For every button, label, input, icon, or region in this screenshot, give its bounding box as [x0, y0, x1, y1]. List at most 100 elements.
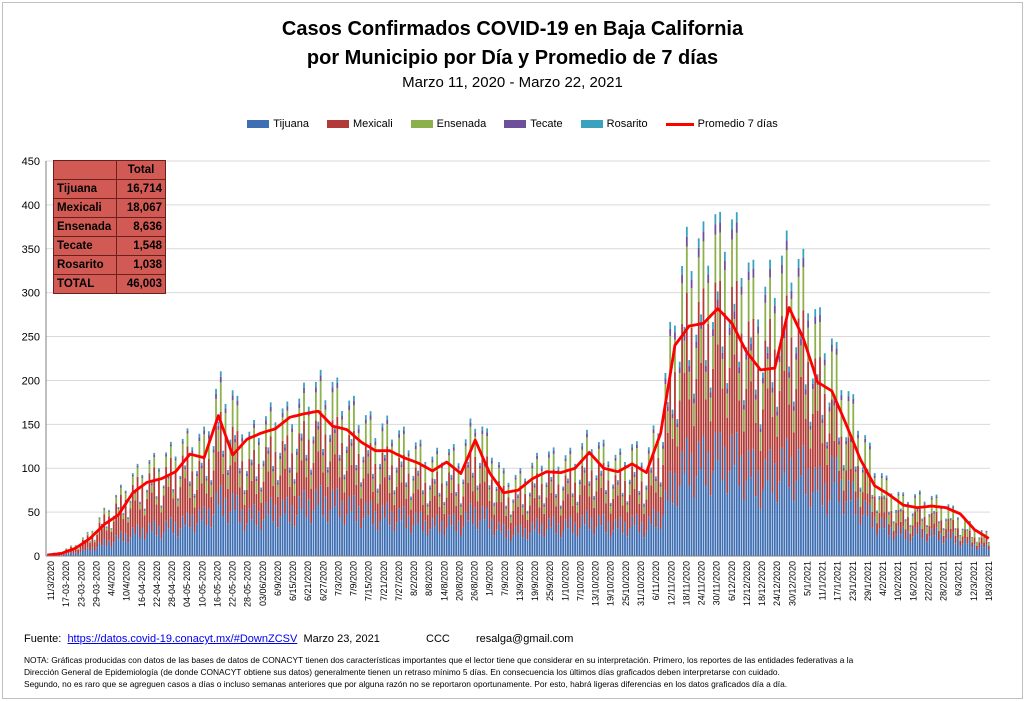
- bar-segment-tecate: [552, 450, 555, 454]
- bar-segment-mexicali: [899, 521, 902, 535]
- bar-segment-ensenada: [918, 494, 921, 509]
- x-tick-label: 29/1/2021: [863, 561, 873, 601]
- bar-segment-ensenada: [628, 484, 631, 495]
- bar-segment-rosarito: [188, 481, 191, 484]
- bar-segment-tecate: [576, 503, 579, 506]
- bar-segment-rosarito: [909, 524, 912, 526]
- bar-segment-rosarito: [464, 439, 467, 443]
- source-link[interactable]: https://datos.covid-19.conacyt.mx/#DownZ…: [67, 633, 298, 645]
- bar-segment-tecate: [571, 495, 574, 497]
- bar-segment-mexicali: [186, 446, 189, 513]
- bar-segment-ensenada: [502, 473, 505, 486]
- x-tick-label: 16-04-2020: [137, 561, 147, 607]
- legend-item-rosarito: Rosarito: [580, 118, 648, 130]
- bar-segment-tecate: [897, 493, 900, 496]
- bar-segment-rosarito: [662, 442, 664, 446]
- bar-segment-tecate: [538, 497, 541, 499]
- bar-segment-mexicali: [426, 514, 429, 536]
- bar-segment-tecate: [131, 474, 134, 477]
- bar-segment-tecate: [312, 440, 315, 444]
- bar-segment-rosarito: [593, 495, 595, 498]
- bar-segment-tijuana: [160, 538, 163, 556]
- bar-segment-tijuana: [695, 476, 698, 556]
- bar-segment-ensenada: [326, 472, 329, 487]
- bar-segment-rosarito: [112, 515, 115, 517]
- bar-segment-mexicali: [521, 514, 524, 538]
- bar-segment-tecate: [807, 320, 809, 328]
- bar-segment-mexicali: [315, 420, 317, 490]
- bar-segment-mexicali: [445, 497, 448, 528]
- bar-segment-tijuana: [212, 514, 215, 556]
- bar-segment-tecate: [526, 512, 529, 514]
- bar-segment-ensenada: [731, 239, 733, 287]
- bar-segment-mexicali: [367, 473, 370, 516]
- bar-segment-tecate: [873, 475, 876, 479]
- bar-segment-ensenada: [219, 382, 222, 412]
- bar-segment-tijuana: [712, 471, 714, 556]
- bar-segment-mexicali: [529, 505, 531, 534]
- bar-segment-rosarito: [743, 400, 745, 405]
- bar-segment-rosarito: [823, 353, 826, 360]
- bar-segment-ensenada: [160, 507, 163, 513]
- bar-segment-mexicali: [462, 496, 465, 527]
- bar-segment-ensenada: [531, 468, 534, 482]
- x-tick-label: 7/21/2020: [379, 561, 389, 601]
- bar-segment-ensenada: [429, 489, 431, 501]
- bar-segment-ensenada: [933, 513, 936, 524]
- x-tick-label: 25/10/2020: [621, 561, 631, 606]
- bar-segment-mexicali: [778, 390, 781, 482]
- bar-segment-mexicali: [200, 483, 203, 521]
- bar-segment-ensenada: [345, 453, 348, 471]
- bar-segment-ensenada: [540, 471, 543, 484]
- bar-segment-mexicali: [139, 509, 141, 538]
- bar-segment-tijuana: [91, 547, 94, 556]
- bar-segment-mexicali: [555, 506, 557, 534]
- bar-segment-ensenada: [203, 434, 206, 456]
- bar-segment-tecate: [914, 496, 916, 498]
- bar-segment-rosarito: [265, 416, 267, 421]
- bar-segment-rosarito: [814, 309, 817, 317]
- bar-segment-mexicali: [490, 479, 493, 519]
- x-tick-label: 11/3/2020: [46, 561, 56, 600]
- bar-segment-tecate: [276, 482, 279, 485]
- bar-segment-tijuana: [797, 449, 800, 556]
- bar-segment-tijuana: [509, 541, 512, 556]
- x-tick-label: 22-04-2020: [152, 561, 162, 607]
- bar-segment-tijuana: [540, 523, 543, 556]
- bar-segment-tijuana: [250, 519, 253, 556]
- bar-segment-ensenada: [386, 423, 389, 447]
- bar-segment-mexicali: [773, 349, 776, 464]
- bar-segment-tijuana: [483, 519, 486, 556]
- bar-segment-tecate: [790, 290, 793, 299]
- bar-segment-mexicali: [930, 512, 933, 529]
- bar-segment-tijuana: [781, 447, 783, 556]
- bar-segment-tecate: [395, 470, 398, 473]
- bar-segment-tijuana: [474, 507, 477, 556]
- y-tick-label: 450: [22, 156, 40, 168]
- bar-segment-mexicali: [165, 466, 167, 521]
- bar-segment-rosarito: [885, 475, 888, 478]
- bar-segment-mexicali: [158, 480, 160, 527]
- bar-segment-tijuana: [533, 529, 536, 556]
- bar-segment-ensenada: [295, 455, 298, 473]
- bar-segment-tijuana: [274, 505, 277, 556]
- bar-segment-ensenada: [655, 481, 657, 493]
- bar-segment-tecate: [714, 224, 717, 235]
- bar-segment-tecate: [122, 513, 125, 515]
- bar-segment-ensenada: [600, 475, 603, 488]
- bar-segment-tijuana: [833, 482, 836, 556]
- bar-segment-ensenada: [222, 456, 225, 474]
- bar-segment-ensenada: [759, 432, 762, 451]
- bar-segment-tijuana: [62, 554, 65, 556]
- x-tick-label: 6/11/2020: [651, 561, 661, 600]
- bar-segment-ensenada: [949, 520, 952, 529]
- bar-segment-ensenada: [281, 417, 284, 441]
- bar-segment-mexicali: [438, 506, 441, 532]
- bar-segment-tecate: [569, 450, 572, 455]
- bar-segment-mexicali: [181, 455, 184, 517]
- bar-segment-mexicali: [885, 498, 888, 519]
- bar-segment-ensenada: [978, 538, 981, 543]
- bar-segment-ensenada: [362, 462, 365, 479]
- bar-segment-tijuana: [357, 506, 360, 556]
- bar-segment-ensenada: [740, 294, 743, 334]
